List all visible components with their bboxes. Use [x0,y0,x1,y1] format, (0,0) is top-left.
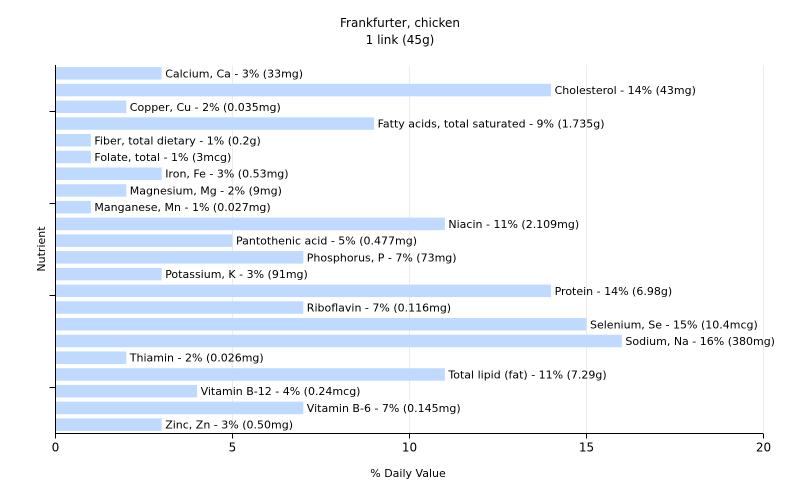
bar-label: Vitamin B-12 - 4% (0.24mcg) [201,385,361,398]
bar [55,418,162,431]
bar [55,83,552,97]
bar [55,234,233,247]
bar-label: Cholesterol - 14% (43mg) [555,84,696,97]
bar [55,351,127,364]
bar [55,401,304,415]
bar-labels: Calcium, Ca - 3% (33mg) Cholesterol - 14%… [94,67,775,431]
bar-label: Manganese, Mn - 1% (0.027mg) [94,201,270,214]
bar [55,200,91,214]
x-tick-label: 5 [229,441,237,455]
bar [55,251,304,264]
bar-label: Fatty acids, total saturated - 9% (1.735… [378,118,605,131]
bar-label: Potassium, K - 3% (91mg) [165,268,308,281]
bar [55,334,622,348]
bar-label: Iron, Fe - 3% (0.53mg) [165,168,288,181]
bar [55,134,91,147]
bar [55,301,304,314]
x-axis-label: % Daily Value [370,467,446,480]
bar [55,150,91,164]
bar-label: Riboflavin - 7% (0.116mg) [307,302,451,315]
bar [55,318,587,331]
bar [55,67,162,80]
bar [55,117,375,130]
x-tick-label: 20 [756,441,771,455]
bar-label: Vitamin B-6 - 7% (0.145mg) [307,402,461,415]
bar-label: Thiamin - 2% (0.026mg) [129,352,264,365]
bar [55,217,445,231]
bar [55,368,445,381]
x-tick-label: 10 [402,441,417,455]
bar-label: Selenium, Se - 15% (10.4mcg) [590,318,758,331]
bar-label: Fiber, total dietary - 1% (0.2g) [94,134,260,147]
bar-label: Magnesium, Mg - 2% (9mg) [130,184,282,197]
bar [55,167,162,180]
bar-label: Niacin - 11% (2.109mg) [448,218,579,231]
chart-title: Frankfurter, chicken [340,16,460,30]
bar-label: Protein - 14% (6.98g) [555,285,673,298]
bar-label: Copper, Cu - 2% (0.035mg) [130,101,281,114]
x-tick-label: 0 [52,441,60,455]
bar-label: Phosphorus, P - 7% (73mg) [307,251,457,264]
bar [55,384,198,398]
chart-subtitle: 1 link (45g) [366,33,435,47]
bar-label: Pantothenic acid - 5% (0.477mg) [236,235,417,248]
bar [55,184,127,197]
bars [55,67,622,431]
x-tick-label: 15 [579,441,594,455]
bar [55,284,552,298]
bar [55,100,127,114]
bar-label: Calcium, Ca - 3% (33mg) [165,67,303,80]
bar [55,267,162,281]
y-axis-label: Nutrient [35,226,48,272]
bar-label: Zinc, Zn - 3% (0.50mg) [165,419,293,432]
bar-label: Total lipid (fat) - 11% (7.29g) [447,368,606,381]
bar-label: Folate, total - 1% (3mcg) [94,151,231,164]
axes: 0 5 10 15 20 [49,65,771,455]
bar-label: Sodium, Na - 16% (380mg) [625,335,775,348]
